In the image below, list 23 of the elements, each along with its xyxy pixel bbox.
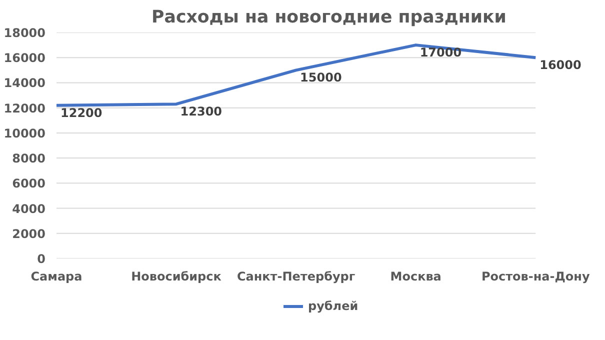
x-tick-label: Новосибирск	[131, 270, 222, 284]
y-tick-label: 8000	[12, 152, 46, 166]
chart-title: Расходы на новогодние праздники	[152, 8, 506, 28]
y-tick-label: 2000	[12, 226, 46, 241]
y-tick-label: 18000	[4, 26, 46, 40]
data-label: 12300	[180, 104, 222, 119]
data-label: 16000	[540, 58, 582, 72]
y-tick-label: 16000	[4, 51, 46, 66]
y-tick-label: 4000	[12, 202, 46, 216]
x-tick-label: Ростов-на-Дону	[481, 270, 590, 284]
x-tick-label: Самара	[30, 270, 82, 284]
data-label: 12200	[60, 106, 102, 120]
y-tick-label: 12000	[4, 101, 46, 116]
y-tick-label: 14000	[4, 76, 46, 90]
legend-label: рублей	[308, 299, 358, 313]
x-tick-label: Санкт-Петербург	[236, 270, 356, 284]
y-tick-label: 6000	[12, 176, 46, 191]
y-tick-label: 10000	[4, 126, 46, 140]
y-tick-label: 0	[37, 252, 46, 266]
x-tick-label: Москва	[390, 270, 442, 284]
data-label: 15000	[300, 70, 342, 85]
data-label: 17000	[420, 46, 462, 60]
line-series	[56, 44, 538, 107]
